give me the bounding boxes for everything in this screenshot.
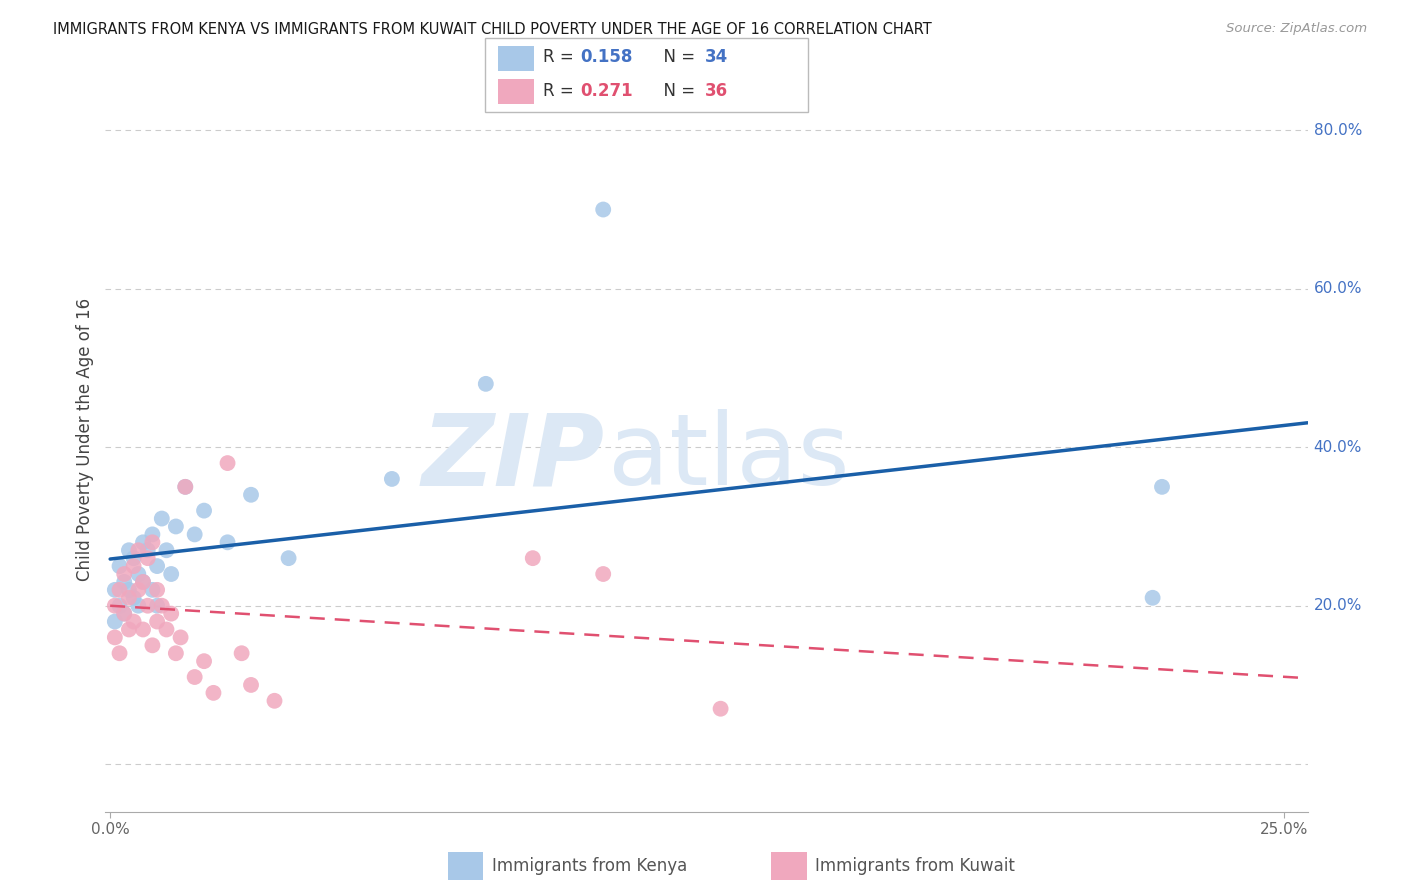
- Point: [118, 623, 141, 637]
- Point: [592, 202, 614, 217]
- Point: [122, 551, 145, 566]
- Point: [160, 567, 183, 582]
- Text: Immigrants from Kuwait: Immigrants from Kuwait: [815, 857, 1015, 875]
- Point: [146, 582, 169, 597]
- Point: [104, 582, 127, 597]
- Point: [217, 456, 239, 470]
- Point: [193, 503, 215, 517]
- Point: [132, 535, 155, 549]
- Point: [193, 654, 215, 668]
- Text: 0.271: 0.271: [581, 82, 633, 100]
- Point: [136, 599, 159, 613]
- Point: [122, 615, 145, 629]
- Text: Source: ZipAtlas.com: Source: ZipAtlas.com: [1226, 22, 1367, 36]
- Point: [150, 511, 173, 525]
- Point: [136, 543, 159, 558]
- Point: [174, 480, 197, 494]
- Point: [202, 686, 225, 700]
- Point: [112, 607, 135, 621]
- Point: [127, 567, 149, 582]
- Point: [1150, 480, 1173, 494]
- Point: [240, 678, 263, 692]
- Point: [1142, 591, 1164, 605]
- Point: [127, 543, 149, 558]
- Point: [263, 694, 285, 708]
- Point: [165, 646, 187, 660]
- Point: [183, 670, 205, 684]
- Text: Immigrants from Kenya: Immigrants from Kenya: [492, 857, 688, 875]
- Point: [160, 607, 183, 621]
- Text: 80.0%: 80.0%: [1313, 123, 1362, 137]
- Point: [522, 551, 544, 566]
- Point: [146, 599, 169, 613]
- Text: atlas: atlas: [607, 409, 849, 507]
- Point: [132, 574, 155, 589]
- FancyBboxPatch shape: [485, 38, 808, 112]
- Point: [475, 376, 498, 391]
- Point: [136, 551, 159, 566]
- Point: [155, 623, 177, 637]
- Text: ZIP: ZIP: [422, 409, 605, 507]
- Point: [146, 615, 169, 629]
- Point: [141, 638, 163, 652]
- Text: 34: 34: [704, 48, 728, 66]
- Point: [132, 574, 155, 589]
- Point: [132, 623, 155, 637]
- Point: [108, 599, 131, 613]
- Point: [155, 543, 177, 558]
- Bar: [447, 853, 484, 880]
- Point: [381, 472, 404, 486]
- Point: [169, 631, 191, 645]
- Point: [112, 607, 135, 621]
- Point: [108, 559, 131, 574]
- Point: [150, 599, 173, 613]
- Point: [141, 535, 163, 549]
- Bar: [498, 79, 534, 104]
- Point: [112, 567, 135, 582]
- Point: [112, 574, 135, 589]
- Point: [118, 543, 141, 558]
- Point: [108, 582, 131, 597]
- Point: [141, 582, 163, 597]
- Point: [118, 591, 141, 605]
- Point: [104, 599, 127, 613]
- Point: [127, 582, 149, 597]
- Point: [174, 480, 197, 494]
- Text: N =: N =: [654, 82, 700, 100]
- Text: IMMIGRANTS FROM KENYA VS IMMIGRANTS FROM KUWAIT CHILD POVERTY UNDER THE AGE OF 1: IMMIGRANTS FROM KENYA VS IMMIGRANTS FROM…: [53, 22, 932, 37]
- Point: [592, 567, 614, 582]
- Point: [146, 559, 169, 574]
- Point: [127, 599, 149, 613]
- Point: [277, 551, 299, 566]
- Point: [122, 591, 145, 605]
- Text: N =: N =: [654, 48, 700, 66]
- Point: [710, 702, 733, 716]
- Point: [122, 559, 145, 574]
- Bar: [498, 45, 534, 70]
- Text: 40.0%: 40.0%: [1313, 440, 1362, 455]
- Point: [217, 535, 239, 549]
- Point: [104, 615, 127, 629]
- Point: [231, 646, 253, 660]
- Text: 60.0%: 60.0%: [1313, 281, 1362, 296]
- Point: [108, 646, 131, 660]
- Text: 0.158: 0.158: [581, 48, 633, 66]
- Point: [141, 527, 163, 541]
- Text: 20.0%: 20.0%: [1313, 599, 1362, 613]
- Text: R =: R =: [543, 48, 579, 66]
- Point: [183, 527, 205, 541]
- Point: [118, 582, 141, 597]
- Text: 36: 36: [704, 82, 728, 100]
- Point: [240, 488, 263, 502]
- Point: [165, 519, 187, 533]
- Y-axis label: Child Poverty Under the Age of 16: Child Poverty Under the Age of 16: [76, 298, 94, 581]
- Bar: [770, 853, 807, 880]
- Text: R =: R =: [543, 82, 579, 100]
- Point: [104, 631, 127, 645]
